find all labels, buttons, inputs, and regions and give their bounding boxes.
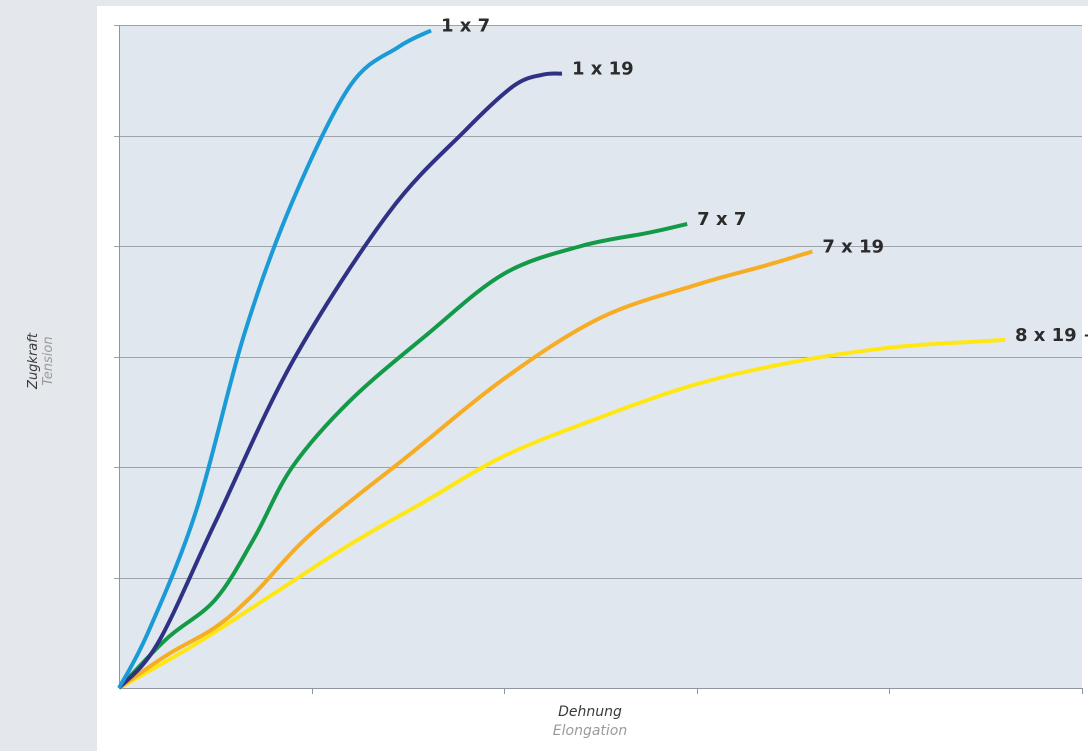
plot-area xyxy=(119,25,1082,688)
series-line-8-x-19-7-x-7 xyxy=(117,337,1006,690)
x-axis-title: Dehnung xyxy=(558,704,622,720)
series-line-1-x-7 xyxy=(117,28,432,689)
series-label-7-x-19: 7 x 19 xyxy=(822,237,884,258)
series-line-1-x-19 xyxy=(117,71,563,690)
top-band xyxy=(97,0,1088,6)
y-axis-label: Zugkraft Tension xyxy=(26,333,56,389)
series-label-1-x-7: 1 x 7 xyxy=(441,16,490,37)
series-label-8-x-19-7-x-7: 8 x 19 + 7 x 7 xyxy=(1015,325,1088,346)
series-lines xyxy=(117,28,1006,690)
x-axis-subtitle: Elongation xyxy=(552,723,628,739)
x-axis-label: Dehnung Elongation xyxy=(553,703,627,741)
gridlines xyxy=(114,25,1082,579)
y-axis-subtitle: Tension xyxy=(41,336,56,386)
y-axis-title: Zugkraft xyxy=(26,333,41,389)
series-line-7-x-7 xyxy=(117,221,688,690)
series-labels: 1 x 7 1 x 19 7 x 7 7 x 19 8 x 19 + 7 x 7 xyxy=(441,16,1088,346)
axis-label-band xyxy=(0,0,97,751)
series-label-7-x-7: 7 x 7 xyxy=(697,209,746,230)
axes xyxy=(119,25,1083,694)
series-label-1-x-19: 1 x 19 xyxy=(572,59,634,80)
series-line-7-x-19 xyxy=(117,249,813,690)
